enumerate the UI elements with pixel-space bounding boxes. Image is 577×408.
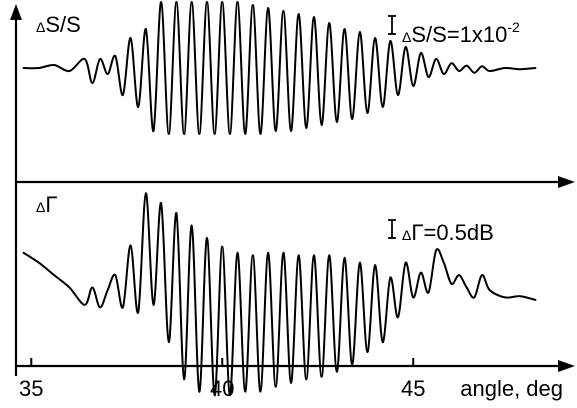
x-tick-label-40: 40 xyxy=(210,376,234,401)
bottom-panel-label-main: Γ xyxy=(45,192,57,217)
x-tick-label-35: 35 xyxy=(19,376,43,401)
top-scale-bar-delta: Δ xyxy=(402,29,411,45)
x-axis-top-arrow xyxy=(558,176,575,188)
x-axis-label: angle, deg xyxy=(460,376,563,401)
bottom-panel-label: ΔΓ xyxy=(36,192,57,217)
x-ticks: 35 40 45 xyxy=(19,358,425,401)
bottom-scale-bar: ΔΓ=0.5dB xyxy=(388,219,494,245)
bottom-panel-label-delta: Δ xyxy=(36,199,45,215)
top-panel-label-main: S/S xyxy=(45,12,80,37)
top-trace xyxy=(22,0,537,136)
top-scale-bar-exponent: -2 xyxy=(507,19,520,35)
bottom-trace xyxy=(22,192,537,397)
top-scale-bar-label: ΔS/S=1x10-2 xyxy=(402,19,520,47)
x-tick-label-45: 45 xyxy=(401,376,425,401)
top-panel-label-delta: Δ xyxy=(36,19,45,35)
bottom-scale-bar-label: ΔΓ=0.5dB xyxy=(402,220,494,245)
bottom-scale-bar-delta: Δ xyxy=(402,227,411,243)
top-scale-bar: ΔS/S=1x10-2 xyxy=(388,15,520,47)
y-axis-arrow xyxy=(10,4,22,20)
bottom-scale-bar-main: Γ=0.5dB xyxy=(411,220,493,245)
x-axis-bottom-arrow xyxy=(558,360,575,372)
top-scale-bar-main: S/S=1x10 xyxy=(411,22,507,47)
top-panel-label: ΔS/S xyxy=(36,12,81,37)
